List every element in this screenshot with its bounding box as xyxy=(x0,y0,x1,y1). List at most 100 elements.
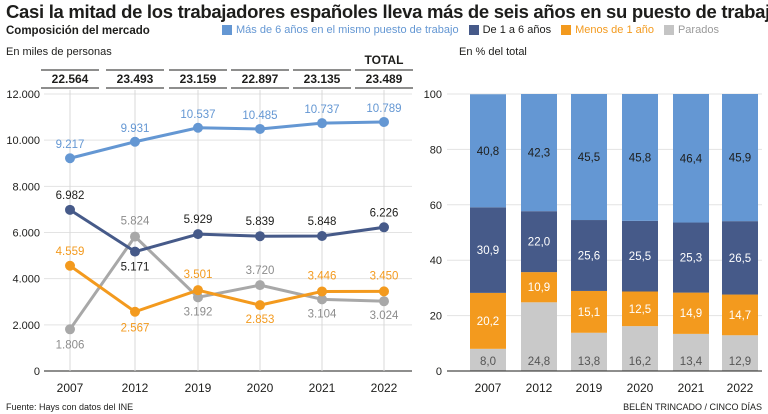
legend-swatch-1-6 xyxy=(468,25,479,35)
bar-data-label-3-2021: 46,4 xyxy=(680,153,703,165)
line-xtick-label-2012: 2012 xyxy=(122,381,149,395)
line-data-label-3-2022: 3.024 xyxy=(370,310,399,322)
bar-segment-3-2020 xyxy=(622,94,658,221)
bar-segment-2-2012 xyxy=(521,211,557,273)
legend-item-mas-6: Más de 6 años en el mismo puesto de trab… xyxy=(222,24,459,36)
bar-segment-1-2020 xyxy=(622,291,658,327)
total-value-2012: 23.493 xyxy=(117,72,154,86)
line-data-label-2-2012: 2.567 xyxy=(121,323,150,335)
legend-label-menos-1: Menos de 1 año xyxy=(575,24,654,36)
line-point-2-2012 xyxy=(130,306,140,317)
line-data-label-3-2007: 1.806 xyxy=(56,339,85,351)
legend-label-1-6: De 1 a 6 años xyxy=(482,24,552,36)
bar-data-label-0-2007: 8,0 xyxy=(480,356,496,368)
line-data-label-0-2007: 9.217 xyxy=(56,139,85,151)
bar-xtick-label-2019: 2019 xyxy=(576,381,603,395)
bar-segment-0-2020 xyxy=(622,326,658,371)
line-xtick-label-2020: 2020 xyxy=(247,381,274,395)
line-point-3-2007 xyxy=(65,324,75,335)
line-data-label-1-2019: 5.929 xyxy=(184,214,213,226)
line-data-label-1-2007: 6.982 xyxy=(56,190,85,202)
chart-title: Casi la mitad de los trabajadores españo… xyxy=(6,1,768,22)
line-ytick-label-0: 0 xyxy=(34,366,40,378)
bar-ytick-label-5: 100 xyxy=(424,89,442,101)
bar-ytick-label-4: 80 xyxy=(430,144,442,156)
bar-segment-2-2007 xyxy=(470,207,506,293)
bar-ytick-label-0: 0 xyxy=(436,366,442,378)
line-series-1 xyxy=(69,208,385,254)
line-series-0 xyxy=(69,120,385,160)
bar-segment-1-2007 xyxy=(470,292,506,349)
line-point-0-2012 xyxy=(130,136,140,147)
bar-segment-2-2019 xyxy=(571,220,607,291)
bar-data-label-2-2019: 25,6 xyxy=(578,250,600,262)
line-point-0-2021 xyxy=(317,118,327,129)
line-point-2-2022 xyxy=(379,286,389,297)
bar-ytick-label-2: 40 xyxy=(430,255,442,267)
line-xtick-label-2007: 2007 xyxy=(57,381,84,395)
bar-data-label-3-2019: 45,5 xyxy=(578,152,600,164)
line-data-label-1-2020: 5.839 xyxy=(246,216,275,228)
bar-data-label-0-2022: 12,9 xyxy=(729,356,751,368)
bar-data-label-2-2021: 25,3 xyxy=(680,253,702,265)
bar-data-label-3-2007: 40,8 xyxy=(477,146,499,158)
bar-segment-3-2007 xyxy=(470,94,506,208)
bar-xtick-label-2021: 2021 xyxy=(678,381,705,395)
line-ytick-label-2: 4.000 xyxy=(12,274,40,286)
bar-data-label-0-2019: 13,8 xyxy=(578,356,600,368)
bar-data-label-2-2012: 22,0 xyxy=(528,237,550,249)
line-point-1-2007 xyxy=(65,204,75,215)
bar-segment-0-2019 xyxy=(571,332,607,371)
bar-segment-3-2022 xyxy=(722,94,758,222)
bar-segment-0-2022 xyxy=(722,335,758,371)
legend-item-parados: Parados xyxy=(663,24,719,36)
line-point-1-2021 xyxy=(317,231,327,242)
credit-note: BELÉN TRINCADO / CINCO DÍAS xyxy=(623,402,762,412)
legend-label-parados: Parados xyxy=(677,24,719,36)
line-point-0-2007 xyxy=(65,153,75,164)
line-point-1-2020 xyxy=(255,231,265,242)
line-data-label-3-2012: 5.824 xyxy=(121,216,150,228)
total-value-2019: 23.159 xyxy=(180,72,217,86)
line-data-label-2-2022: 3.450 xyxy=(370,270,399,282)
line-point-1-2012 xyxy=(130,246,140,257)
bar-segment-3-2019 xyxy=(571,94,607,221)
bar-ytick-label-3: 60 xyxy=(430,200,442,212)
line-data-label-1-2012: 5.171 xyxy=(121,262,150,274)
total-value-2020: 22.897 xyxy=(242,72,279,86)
line-data-label-0-2021: 10.737 xyxy=(304,104,339,116)
line-point-3-2019 xyxy=(193,292,203,303)
line-data-label-0-2012: 9.931 xyxy=(121,123,150,135)
chart-subtitle: Composición del mercado xyxy=(6,25,150,37)
bar-segment-0-2012 xyxy=(521,302,557,371)
line-ytick-label-1: 2.000 xyxy=(12,320,40,332)
legend-swatch-parados xyxy=(663,25,674,35)
line-data-label-0-2022: 10.789 xyxy=(366,103,401,115)
total-value-2022: 23.489 xyxy=(366,72,403,86)
bar-segment-2-2020 xyxy=(622,220,658,292)
line-data-label-2-2021: 3.446 xyxy=(308,270,337,282)
bar-segment-3-2021 xyxy=(673,94,709,223)
bar-data-label-2-2007: 30,9 xyxy=(477,245,499,257)
line-xtick-label-2019: 2019 xyxy=(185,381,212,395)
total-value-2007: 22.564 xyxy=(52,72,89,86)
bar-data-label-1-2007: 20,2 xyxy=(477,316,499,328)
line-xtick-label-2021: 2021 xyxy=(309,381,336,395)
legend-item-menos-1: Menos de 1 año xyxy=(561,24,654,36)
bar-segment-0-2021 xyxy=(673,333,709,371)
line-data-label-3-2020: 3.720 xyxy=(246,265,275,277)
line-point-3-2021 xyxy=(317,294,327,305)
line-series-3 xyxy=(68,235,385,331)
line-point-2-2020 xyxy=(255,300,265,311)
bar-data-label-3-2012: 42,3 xyxy=(528,148,550,160)
bar-ytick-label-1: 20 xyxy=(430,311,442,323)
line-point-1-2019 xyxy=(193,229,203,240)
line-data-label-1-2022: 6.226 xyxy=(370,207,399,219)
bar-xtick-label-2012: 2012 xyxy=(526,381,553,395)
line-data-label-0-2020: 10.485 xyxy=(242,110,277,122)
line-data-label-2-2007: 4.559 xyxy=(56,246,85,258)
legend: Más de 6 años en el mismo puesto de trab… xyxy=(222,24,719,36)
bar-xtick-label-2020: 2020 xyxy=(627,381,654,395)
legend-item-1-6: De 1 a 6 años xyxy=(468,24,552,36)
